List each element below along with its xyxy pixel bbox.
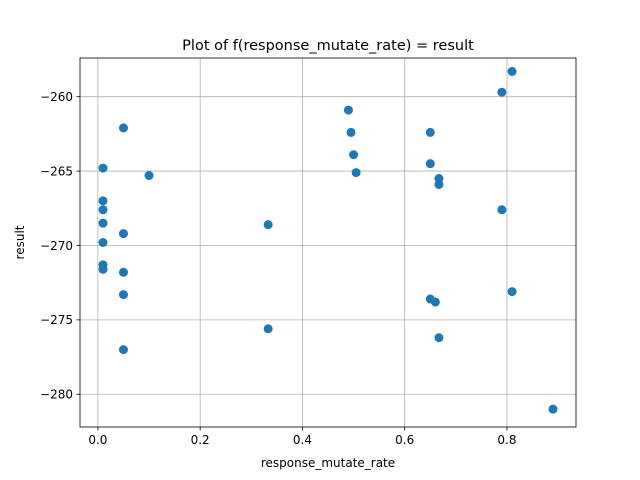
data-point (425, 127, 435, 137)
data-point (497, 205, 507, 215)
data-point (118, 123, 128, 133)
data-point (118, 267, 128, 277)
x-axis-ticks: 0.0 0.2 0.4 0.6 0.8 (88, 427, 517, 447)
data-point (98, 238, 108, 247)
data-point (118, 229, 128, 239)
data-point (507, 287, 517, 297)
data-point (507, 66, 517, 76)
y-tick-label: −280 (40, 388, 73, 402)
data-points (98, 66, 558, 414)
data-point (98, 264, 108, 274)
data-point (118, 345, 128, 355)
data-point (351, 168, 361, 178)
x-tick-label: 0.4 (293, 433, 312, 447)
data-point (349, 150, 359, 160)
y-tick-label: −260 (40, 90, 73, 104)
x-tick-label: 0.0 (88, 433, 107, 447)
data-point (430, 297, 440, 307)
data-point (144, 171, 154, 181)
data-point (263, 220, 273, 230)
x-tick-label: 0.6 (395, 433, 414, 447)
data-point (346, 127, 356, 137)
data-point (98, 205, 108, 215)
y-axis-ticks: −260 −265 −270 −275 −280 (40, 90, 80, 402)
data-point (118, 290, 128, 300)
plot-area-frame (79, 57, 577, 428)
data-point (263, 324, 273, 334)
x-tick-label: 0.8 (497, 433, 516, 447)
y-tick-label: −275 (40, 313, 73, 327)
data-point (548, 404, 558, 414)
x-axis-label: response_mutate_rate (261, 456, 395, 470)
grid-lines (80, 58, 576, 427)
data-point (497, 87, 507, 97)
y-tick-label: −270 (40, 239, 73, 253)
data-point (434, 179, 444, 189)
data-point (98, 163, 108, 173)
data-point (98, 196, 108, 206)
x-tick-label: 0.2 (191, 433, 210, 447)
data-point (434, 333, 444, 343)
data-point (343, 105, 353, 115)
data-point (425, 159, 435, 169)
chart-title: Plot of f(response_mutate_rate) = result (182, 38, 474, 54)
y-axis-label: result (13, 225, 27, 259)
y-tick-label: −265 (40, 164, 73, 178)
data-point (98, 218, 108, 228)
